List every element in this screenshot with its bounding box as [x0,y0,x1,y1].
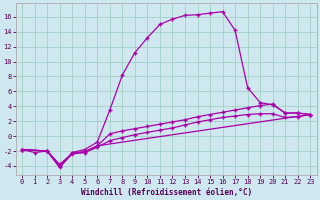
X-axis label: Windchill (Refroidissement éolien,°C): Windchill (Refroidissement éolien,°C) [81,188,252,197]
